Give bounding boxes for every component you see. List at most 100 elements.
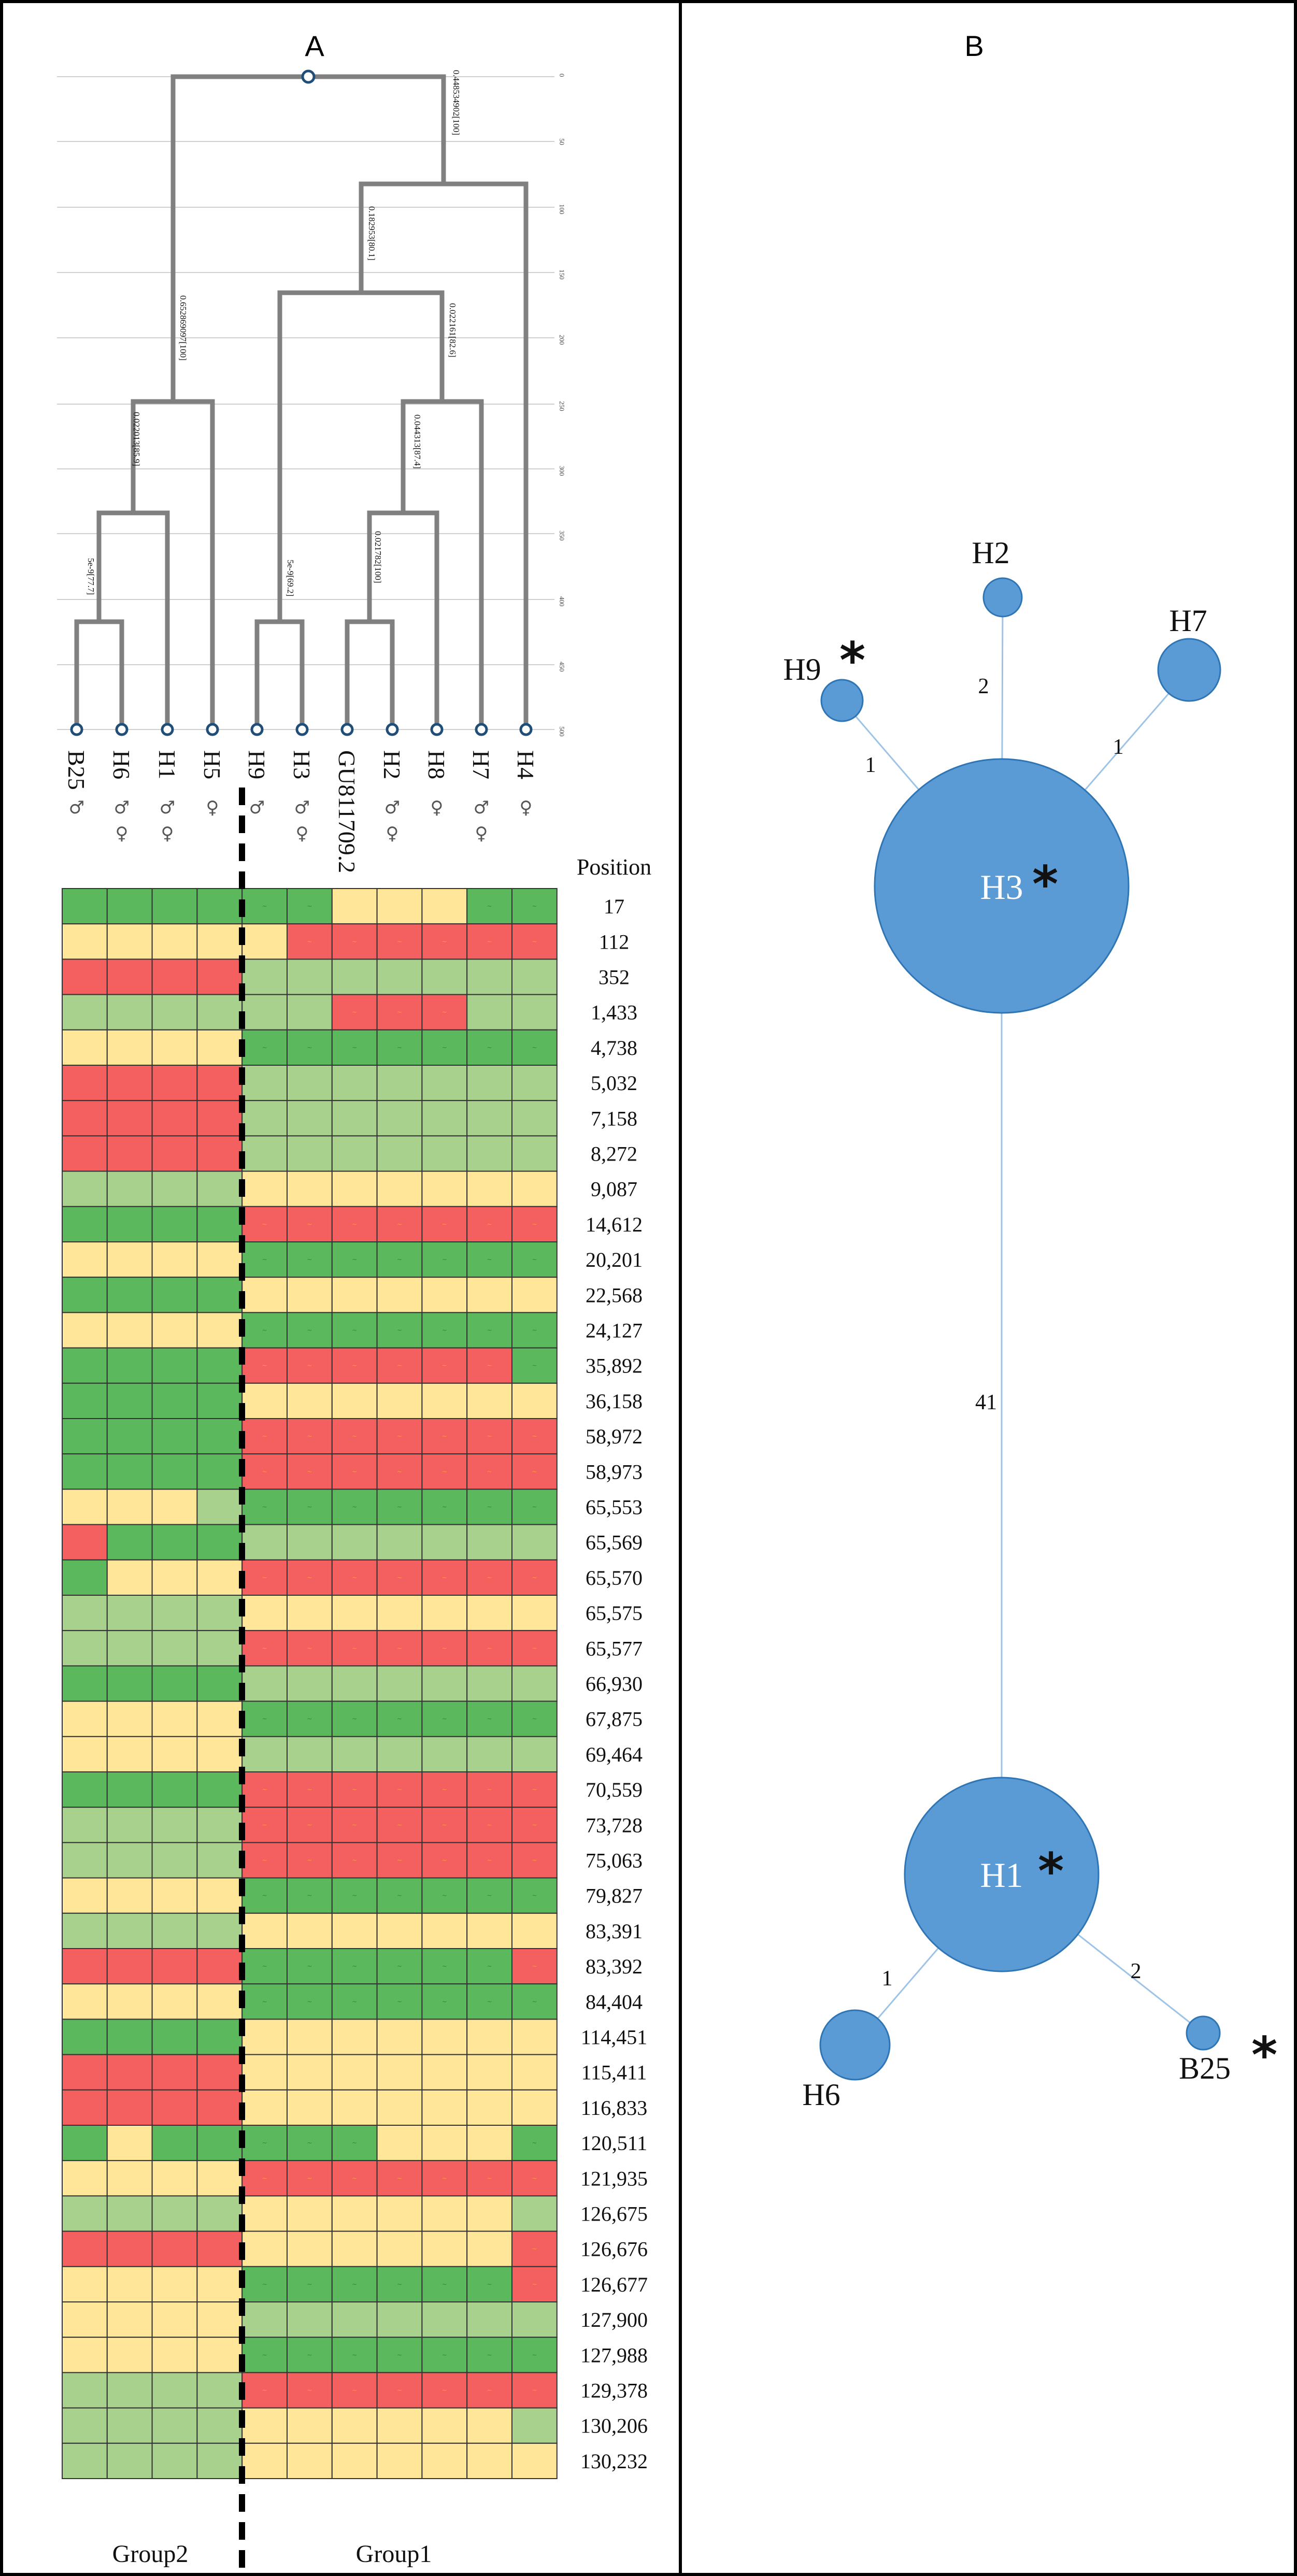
- heatmap-cell-mark: ~: [352, 938, 357, 945]
- haplotype-node: [874, 758, 1130, 1014]
- heatmap-cell: [151, 2195, 198, 2232]
- heatmap-cell: [331, 2054, 378, 2091]
- heatmap-cell-mark: ~: [442, 1256, 447, 1263]
- heatmap-cell: [62, 1524, 108, 1561]
- heatmap-cell: [466, 2195, 513, 2232]
- heatmap-cell: [196, 1559, 243, 1596]
- heatmap-cell-mark: ~: [307, 1998, 312, 2005]
- branch-label-root-right: 0.448534902[100]: [451, 70, 461, 135]
- position-label: 8,272: [591, 1142, 637, 1166]
- heatmap-cell-mark: ~: [262, 2174, 267, 2182]
- heatmap-cell: [466, 1877, 513, 1914]
- heatmap-cell: [376, 2230, 423, 2267]
- heatmap-cell: [62, 888, 108, 925]
- heatmap-cell: [241, 1170, 288, 1207]
- tip-label: B25: [63, 750, 90, 790]
- haplotype-label: H3: [980, 867, 1023, 907]
- heatmap-cell: [331, 1418, 378, 1455]
- heatmap-cell: [106, 1771, 153, 1808]
- heatmap-cell: [106, 958, 153, 995]
- heatmap-cell: [421, 1135, 468, 1172]
- heatmap-cell-mark: ~: [442, 1044, 447, 1051]
- heatmap-cell: [421, 1877, 468, 1914]
- heatmap-cell-mark: ~: [397, 2281, 402, 2288]
- heatmap-cell: [511, 2195, 558, 2232]
- heatmap-cell-mark: ~: [442, 2174, 447, 2182]
- heatmap-cell: [376, 2301, 423, 2338]
- heatmap-cell: [511, 2372, 558, 2409]
- heatmap-cell: [287, 1029, 333, 1066]
- heatmap-cell-mark: ~: [532, 2174, 537, 2182]
- heatmap-cell-mark: ~: [307, 1857, 312, 1864]
- heatmap-cell-mark: ~: [397, 1821, 402, 1828]
- position-label: 24,127: [586, 1319, 643, 1342]
- axis-tick-label: 350: [558, 531, 566, 541]
- heatmap-cell: [511, 1983, 558, 2020]
- heatmap-cell: [151, 1418, 198, 1455]
- heatmap-cell: [287, 1630, 333, 1667]
- heatmap-cell: [62, 1595, 108, 1632]
- heatmap-cell: [287, 1877, 333, 1914]
- heatmap-cell: [196, 1489, 243, 1525]
- heatmap-cell-mark: ~: [442, 1963, 447, 1970]
- heatmap-cell-mark: ~: [487, 1221, 492, 1228]
- heatmap-cell: [466, 1347, 513, 1384]
- heatmap-cell: [331, 2442, 378, 2479]
- heatmap-cell: [241, 1771, 288, 1808]
- heatmap-cell: [421, 888, 468, 925]
- heatmap-cell: [106, 1453, 153, 1490]
- heatmap-cell: [241, 1135, 288, 1172]
- heatmap-cell: [511, 1453, 558, 1490]
- tip-node: [475, 723, 488, 736]
- heatmap-cell: [421, 1100, 468, 1137]
- heatmap-cell: [151, 1771, 198, 1808]
- heatmap-cell-mark: ~: [397, 2174, 402, 2182]
- heatmap-cell: [511, 2160, 558, 2197]
- heatmap-cell-mark: ~: [487, 1786, 492, 1793]
- heatmap-cell: [421, 1842, 468, 1879]
- heatmap-cell: [241, 1736, 288, 1773]
- heatmap-cell-mark: ~: [397, 1786, 402, 1793]
- branch-label-b25h6: 5e-9[77.7]: [86, 558, 96, 595]
- heatmap-cell: [376, 2125, 423, 2162]
- heatmap-cell: [241, 2337, 288, 2373]
- heatmap-cell: [62, 958, 108, 995]
- heatmap-cell: [151, 1453, 198, 1490]
- position-label: 126,675: [580, 2202, 648, 2226]
- heatmap-cell: [106, 1983, 153, 2020]
- heatmap-cell-mark: ~: [487, 1044, 492, 1051]
- heatmap-cell: [62, 1135, 108, 1172]
- tip-label: H3: [289, 750, 315, 779]
- heatmap-cell: [287, 1912, 333, 1950]
- heatmap-cell: [466, 1100, 513, 1137]
- heatmap-cell: [241, 1948, 288, 1985]
- heatmap-cell: [466, 958, 513, 995]
- heatmap-cell: [106, 2195, 153, 2232]
- position-label: 114,451: [581, 2026, 648, 2049]
- tip-node: [161, 723, 174, 736]
- heatmap-cell: [196, 1524, 243, 1561]
- heatmap-cell: [151, 1241, 198, 1278]
- tip-node: [340, 723, 354, 736]
- heatmap-cell-mark: ~: [532, 2281, 537, 2288]
- heatmap-cell: [376, 2019, 423, 2055]
- heatmap-cell: [421, 1241, 468, 1278]
- heatmap-cell-mark: ~: [487, 1857, 492, 1864]
- heatmap-cell: [196, 2019, 243, 2055]
- haplotype-node: [1186, 2015, 1221, 2051]
- heatmap-cell: [331, 2301, 378, 2338]
- heatmap-cell: [106, 1206, 153, 1243]
- star-mark: *: [1032, 855, 1058, 913]
- heatmap-cell: [241, 1382, 288, 1420]
- heatmap-cell: [151, 1630, 198, 1667]
- heatmap-cell: [196, 2372, 243, 2409]
- position-label: 36,158: [586, 1390, 643, 1413]
- heatmap-cell: [62, 2337, 108, 2373]
- heatmap-cell: [151, 2407, 198, 2444]
- heatmap-cell: [241, 1206, 288, 1243]
- tip-node: [115, 723, 129, 736]
- heatmap-cell: [331, 1983, 378, 2020]
- heatmap-cell-mark: ~: [397, 1327, 402, 1334]
- position-label: 65,577: [586, 1637, 643, 1660]
